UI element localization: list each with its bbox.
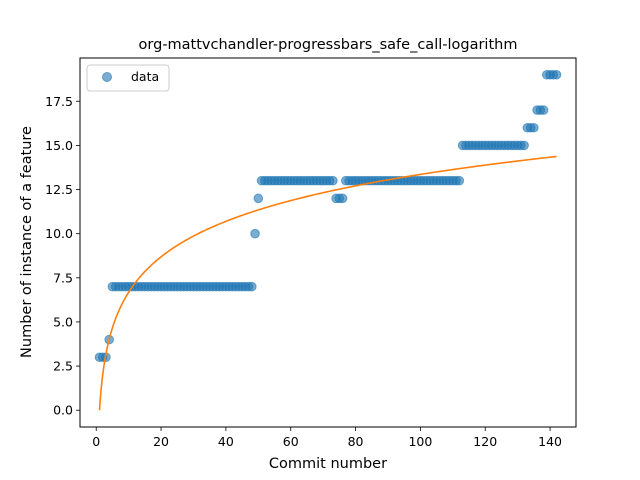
x-tick-label: 60 <box>283 434 299 449</box>
y-axis-label: Number of instance of a feature <box>19 126 35 358</box>
data-point <box>519 140 529 151</box>
y-tick-label: 17.5 <box>45 94 73 109</box>
x-axis-label: Commit number <box>269 456 387 472</box>
data-point <box>529 122 539 133</box>
x-tick-label: 80 <box>348 434 364 449</box>
x-tick-label: 20 <box>153 434 169 449</box>
chart-title: org-mattvchandler-progressbars_safe_call… <box>139 37 518 53</box>
y-tick-label: 15.0 <box>45 138 73 153</box>
data-point <box>337 193 348 204</box>
data-point <box>328 175 338 186</box>
data-point <box>551 69 562 80</box>
legend: data <box>86 64 170 92</box>
data-point <box>250 228 260 239</box>
fit-line <box>98 155 557 411</box>
x-tick-label: 40 <box>218 434 234 449</box>
y-tick-label: 0.0 <box>53 403 73 418</box>
plot-frame <box>79 57 577 428</box>
x-tick-label: 100 <box>408 434 432 449</box>
plot-area <box>80 58 576 427</box>
legend-box <box>86 64 170 92</box>
x-axis-ticks: 0 20 40 60 80 100 120 140 <box>92 427 562 449</box>
y-tick-label: 2.5 <box>53 359 73 374</box>
x-tick-label: 0 <box>92 434 100 449</box>
y-tick-label: 7.5 <box>53 270 73 285</box>
series-layer <box>94 69 562 411</box>
x-tick-label: 140 <box>538 434 562 449</box>
y-tick-label: 5.0 <box>53 314 73 329</box>
data-point <box>454 175 465 186</box>
x-tick-label: 120 <box>473 434 497 449</box>
y-axis-ticks: 0.0 2.5 5.0 7.5 10.0 12.5 15.0 17.5 <box>45 94 80 418</box>
y-tick-label: 10.0 <box>45 226 73 241</box>
data-point <box>538 105 549 115</box>
data-point <box>247 281 257 292</box>
y-tick-label: 12.5 <box>45 182 73 197</box>
legend-marker <box>102 72 112 82</box>
legend-label-data: data <box>131 69 159 84</box>
data-point <box>253 193 264 204</box>
